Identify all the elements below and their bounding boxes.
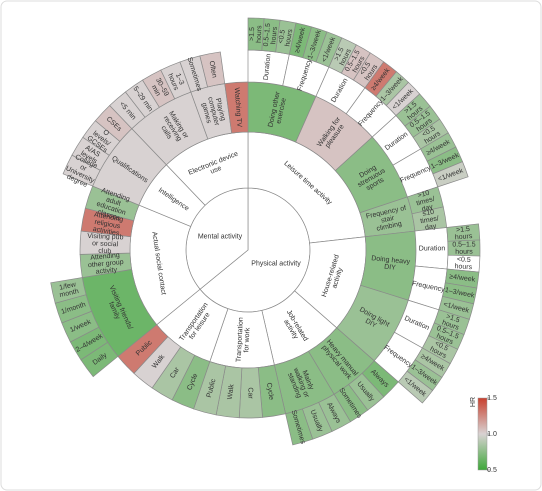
colorbar <box>477 397 488 471</box>
segment-label: Duration <box>419 245 446 252</box>
segment-label: Doing heavyDIY <box>370 255 411 273</box>
segment-label: 1/fewmonth <box>57 281 79 299</box>
segment-label: Attendingother groupactivity <box>87 252 125 277</box>
segment-label: Visiting pubor socialclub <box>87 233 124 256</box>
segment-label: >1.5hours <box>248 25 263 43</box>
colorbar-title: HR <box>470 397 477 407</box>
segment-label: 0.5–1.5hours <box>263 23 280 48</box>
segment-label: Physical activity <box>251 260 301 267</box>
colorbar-tick-label: 1.5 <box>487 395 497 402</box>
segment <box>224 81 249 134</box>
segment-label: Often <box>208 60 218 78</box>
segment-label: Transportationfor work <box>235 317 252 363</box>
segment-label: ≥4/week <box>449 273 476 283</box>
segment-label: Mental activity <box>198 234 243 241</box>
segment-label: Cycle <box>265 382 275 400</box>
segments <box>50 17 481 446</box>
segment-label: <0.5hours <box>277 27 294 47</box>
segment-label: Duration <box>263 53 273 80</box>
segment-label: >10times/day <box>414 189 438 215</box>
segment-label: Playingcomputergames <box>199 95 227 129</box>
segment-label: Car <box>247 387 254 399</box>
segment-label: Walk <box>227 383 236 400</box>
colorbar-tick-label: 1.0 <box>487 431 497 438</box>
segment-label: <0.5hours <box>454 256 473 271</box>
segment-label: Watching TV <box>233 87 243 127</box>
segment-label: Public <box>206 378 218 399</box>
segment-label: Attendingreligiousactivities <box>91 211 124 237</box>
segment-label: ≤10times/day <box>419 208 441 232</box>
colorbar-tick-label: 0.5 <box>487 467 497 474</box>
segment-label: >1.5hours <box>454 226 473 242</box>
